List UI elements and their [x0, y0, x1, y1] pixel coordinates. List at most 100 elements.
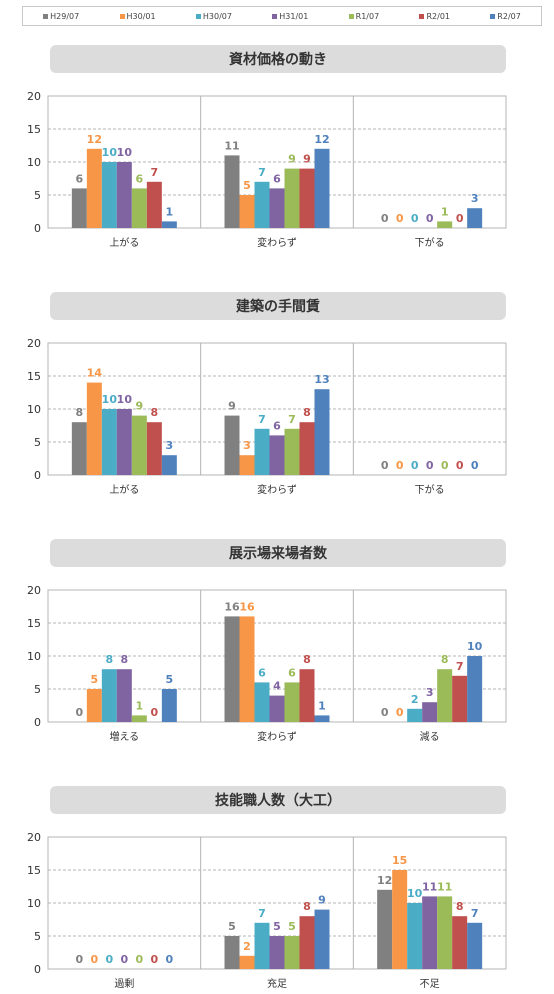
data-label: 12	[314, 133, 329, 146]
bar	[422, 896, 438, 969]
bar	[437, 221, 453, 228]
data-label: 0	[151, 953, 159, 966]
data-label: 8	[121, 653, 129, 666]
bar	[377, 889, 393, 969]
data-label: 6	[76, 172, 84, 185]
bar	[467, 656, 483, 722]
y-tick-label: 10	[27, 650, 41, 663]
bar	[86, 382, 102, 475]
x-tick-label: 上がる	[109, 236, 139, 249]
bar	[101, 162, 117, 228]
y-tick-label: 0	[34, 716, 41, 729]
bar	[452, 916, 468, 969]
data-label: 0	[396, 706, 404, 719]
bar	[101, 669, 117, 722]
bar	[407, 903, 423, 969]
legend-item: H31/01	[272, 12, 308, 21]
data-label: 13	[314, 373, 329, 386]
data-label: 0	[456, 459, 464, 472]
data-label: 2	[411, 693, 419, 706]
y-tick-label: 15	[27, 370, 41, 383]
data-label: 5	[288, 920, 296, 933]
legend-item: H29/07	[43, 12, 79, 21]
x-tick-label: 変わらず	[257, 236, 297, 249]
data-label: 0	[411, 212, 419, 225]
data-label: 0	[106, 953, 114, 966]
bar	[116, 669, 132, 722]
bar	[284, 682, 300, 722]
data-label: 0	[76, 953, 84, 966]
data-label: 3	[243, 439, 251, 452]
data-label: 8	[441, 653, 449, 666]
bar	[131, 715, 147, 722]
bar	[437, 896, 453, 969]
data-label: 0	[426, 212, 434, 225]
bar	[161, 689, 177, 722]
data-label: 8	[303, 653, 311, 666]
data-label: 1	[136, 699, 144, 712]
data-label: 9	[288, 153, 296, 166]
legend-swatch	[195, 13, 201, 19]
y-tick-label: 5	[34, 436, 41, 449]
data-label: 0	[76, 706, 84, 719]
data-label: 0	[151, 706, 159, 719]
data-label: 0	[471, 459, 479, 472]
data-label: 1	[166, 205, 174, 218]
bar	[101, 409, 117, 475]
data-label: 0	[381, 706, 389, 719]
data-label: 7	[258, 166, 266, 179]
legend-item: H30/01	[119, 12, 156, 21]
x-tick-label: 減る	[420, 730, 440, 743]
bar	[314, 148, 330, 228]
chart-title-visitors: 展示場来場者数	[50, 539, 506, 567]
data-label: 9	[303, 153, 311, 166]
data-label: 0	[381, 459, 389, 472]
legend-item: R1/07	[348, 12, 379, 21]
bar	[224, 155, 240, 228]
bar	[131, 415, 147, 475]
bar	[284, 428, 300, 475]
y-tick-label: 5	[34, 189, 41, 202]
x-tick-label: 変わらず	[257, 483, 297, 496]
chart-title-carpenters: 技能職人数（大工）	[50, 786, 506, 814]
bar	[392, 870, 408, 969]
chart-title-materials: 資材価格の動き	[50, 45, 506, 73]
legend-item: R2/01	[419, 12, 450, 21]
bar	[314, 909, 330, 969]
bar	[299, 669, 315, 722]
bar	[161, 221, 177, 228]
data-label: 0	[426, 459, 434, 472]
data-label: 11	[437, 880, 452, 893]
data-label: 16	[224, 600, 240, 613]
bar	[269, 435, 285, 475]
y-tick-label: 20	[27, 584, 41, 597]
data-label: 4	[273, 680, 281, 693]
bar	[239, 955, 255, 969]
legend-label: R2/07	[497, 11, 521, 21]
y-tick-label: 20	[27, 831, 41, 844]
data-label: 6	[258, 666, 266, 679]
legend: H29/07 H30/01 H30/07 H31/01 R1/07 R2/01 R2/07	[22, 6, 542, 26]
data-label: 8	[456, 900, 464, 913]
data-label: 6	[136, 172, 144, 185]
data-label: 8	[106, 653, 114, 666]
bar	[239, 616, 255, 722]
data-label: 1	[318, 699, 326, 712]
legend-item: H30/07	[195, 12, 232, 21]
legend-swatch	[43, 13, 49, 19]
data-label: 6	[288, 666, 296, 679]
legend-swatch	[348, 13, 354, 19]
data-label: 0	[121, 953, 129, 966]
bar	[161, 455, 177, 475]
legend-label: R2/01	[426, 11, 450, 21]
bar	[116, 162, 132, 228]
legend-swatch	[272, 13, 278, 19]
bar	[452, 675, 468, 722]
bar	[314, 389, 330, 475]
data-label: 12	[377, 874, 392, 887]
x-tick-label: 下がる	[415, 483, 445, 496]
data-label: 10	[407, 887, 423, 900]
bar	[86, 689, 102, 722]
